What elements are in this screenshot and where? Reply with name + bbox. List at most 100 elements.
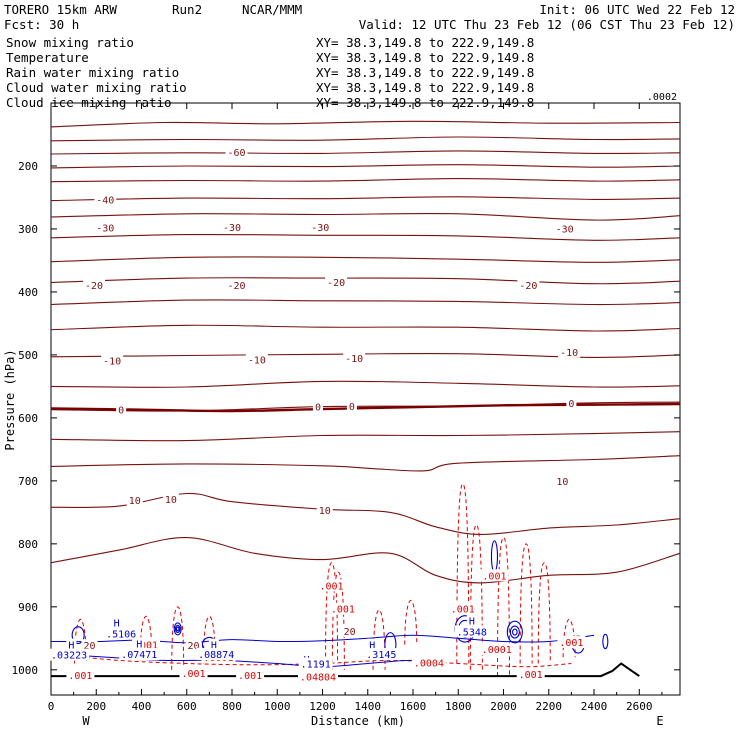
isotherm-line [50, 492, 681, 535]
forecast-hour: Fcst: 30 h [4, 17, 79, 32]
cloud-water-label-bg [364, 648, 399, 661]
rain-contour [537, 562, 551, 664]
cloud-water-label: .08874 [198, 650, 234, 661]
cloud-water-contour [490, 540, 499, 573]
isotherm-line [50, 431, 681, 442]
isotherm-label-bg [82, 279, 105, 292]
isotherm-label: -20 [327, 278, 345, 289]
contour-labels: -60 -40 -30 -30 -30 -30 -20 -20 -20 -20 -10 -10 -10 -… [49, 146, 586, 684]
isotherm-label-bg [162, 493, 179, 506]
isotherm-label: -20 [85, 281, 103, 292]
rain-water-label: .001 [238, 671, 262, 682]
field-name-rain: Rain water mixing ratio [6, 65, 179, 80]
isotherm-label-bg [325, 275, 348, 288]
org-label: NCAR/MMM [242, 2, 302, 17]
isotherm-line [50, 120, 681, 128]
cloud-water-label: H [68, 641, 74, 652]
isotherm-line [50, 212, 681, 221]
x-tick-label: 400 [132, 700, 152, 713]
cloud-water-label: .03223 [51, 651, 87, 662]
y-tick-label: 500 [18, 349, 38, 362]
isotherm-label-bg [309, 221, 332, 234]
cloud-water-label-bg [104, 627, 139, 640]
cloud-water-label-bg [134, 637, 145, 650]
rain-contour [139, 615, 153, 661]
cloud-water-label-bg [466, 614, 477, 627]
isotherm-line [50, 196, 681, 202]
init-label: Init: 06 UTC Wed 22 Feb 12 [539, 2, 735, 17]
cloud-water-label: .07471 [121, 650, 157, 661]
isotherm-line [50, 299, 681, 306]
isotherm-label: -10 [560, 348, 578, 359]
rain-water-label-bg [516, 668, 545, 681]
isotherm-label-bg [225, 279, 248, 292]
field-name-temperature: Temperature [6, 50, 89, 65]
isotherm-line [50, 164, 681, 169]
cloud-water-contour [71, 626, 85, 645]
isotherm-label: -30 [556, 224, 574, 235]
field-xy-snow: XY= 38.3,149.8 to 222.9,149.8 [316, 35, 534, 50]
x-tick-label: 200 [86, 700, 106, 713]
cloud-water-contour [602, 633, 609, 650]
y-tick-label: 1000 [12, 664, 39, 677]
isotherm-label: -10 [248, 355, 266, 366]
isotherm-label-bg [343, 352, 366, 365]
y-tick-label: 700 [18, 475, 38, 488]
rain-contour [171, 606, 185, 670]
x-tick-label: 1800 [445, 700, 472, 713]
y-tick-label: 800 [18, 538, 38, 551]
terrain-line [51, 662, 640, 678]
rain-contour [404, 600, 418, 645]
isotherm-label-bg [316, 503, 333, 516]
isotherm-label-bg [312, 400, 323, 413]
isotherm-line [50, 178, 681, 183]
rain-water-label: .001 [519, 670, 543, 681]
isotherm-label: 20 [188, 641, 200, 652]
isotherm-label-bg [94, 193, 117, 206]
isotherm-label-bg [116, 403, 127, 416]
cloud-water-label-bg [196, 648, 237, 661]
rain-water-label: .001 [559, 638, 583, 649]
cloud-water-label-bg [66, 638, 77, 651]
isotherm-label: 10 [165, 495, 177, 506]
cloud-water-contour [512, 628, 518, 636]
rain-water-label: .001 [68, 671, 92, 682]
y-tick-label: 600 [18, 412, 38, 425]
cloud-water-contour [174, 624, 181, 634]
cloud-water-label: .1191 [301, 660, 331, 671]
x-tick-label: 1000 [264, 700, 291, 713]
isotherm-label-bg [81, 639, 98, 652]
y-tick-label: 300 [18, 223, 38, 236]
valid-time: Valid: 12 UTC Thu 23 Feb 12 (06 CST Thu … [359, 17, 735, 32]
isotherm-label-bg [341, 624, 358, 637]
rain-water-label-bg [448, 602, 477, 615]
rain-contour [325, 562, 339, 664]
cloud-water-label-bg [298, 657, 333, 670]
isotherm-label: 10 [129, 496, 141, 507]
isotherm-label: 0 [315, 403, 321, 414]
isotherm-line [50, 233, 681, 241]
cloud-water-label-bg [454, 625, 489, 638]
isotherm-label: 0 [349, 402, 355, 413]
field-name-cloud-water: Cloud water mixing ratio [6, 80, 187, 95]
isotherm-label-bg [566, 396, 577, 409]
x-tick-label: 2000 [490, 700, 517, 713]
west-label: W [82, 714, 90, 728]
plot-frame [50, 102, 681, 696]
cloud-water-label: H [211, 641, 217, 652]
isotherm-label: -30 [96, 224, 114, 235]
run-label: Run2 [172, 2, 202, 17]
isotherm-line [50, 277, 681, 285]
temperature-isotherms [50, 120, 681, 584]
isotherm-label-bg [94, 221, 117, 234]
east-label: E [656, 714, 663, 728]
isotherm-label: 10 [319, 506, 331, 517]
isotherm-label-bg [101, 354, 124, 367]
isotherm-line [50, 136, 681, 142]
rain-water-label: .001 [331, 605, 355, 616]
x-tick-label: 2200 [536, 700, 563, 713]
isotherm-label: -60 [228, 148, 246, 159]
x-tick-label: 1200 [309, 700, 336, 713]
isotherm-label-bg [225, 146, 248, 159]
